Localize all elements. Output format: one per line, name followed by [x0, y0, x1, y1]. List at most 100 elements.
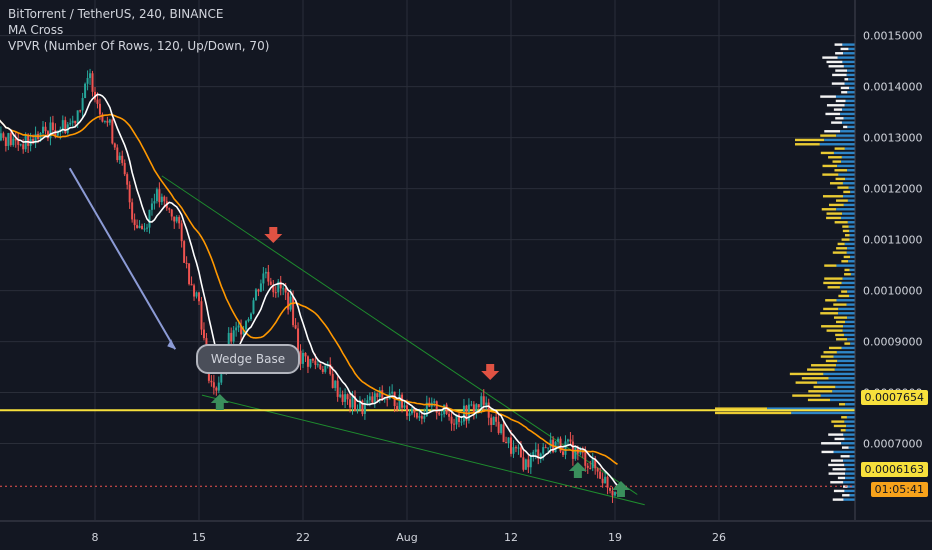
volume-bar: [838, 307, 855, 311]
volume-bar: [834, 169, 848, 172]
candle-body: [116, 147, 119, 161]
volume-bar: [849, 268, 855, 272]
ma-slow-line: [0, 113, 618, 465]
candle-body: [314, 360, 317, 365]
volume-bar: [807, 398, 831, 402]
volume-bar: [813, 385, 836, 389]
candle-body: [406, 405, 408, 416]
volume-bar: [840, 216, 855, 220]
volume-bar: [839, 286, 855, 289]
volume-bar: [829, 182, 843, 185]
y-tick-label: 0.0009000: [863, 336, 923, 349]
candle-body: [579, 451, 582, 454]
candle-body: [423, 416, 426, 419]
candle-body: [534, 449, 537, 452]
volume-bar: [824, 138, 855, 142]
volume-bar: [825, 299, 837, 302]
volume-bar: [795, 143, 820, 146]
volume-bar: [836, 264, 855, 267]
volume-bar: [842, 182, 855, 185]
candle-body: [168, 208, 171, 210]
candle-body: [106, 120, 109, 123]
time-axis[interactable]: 8 15 22 Aug 12 19 26: [92, 531, 727, 544]
volume-bar: [831, 82, 845, 85]
candle-body: [311, 358, 314, 361]
volume-bar: [837, 242, 845, 246]
volume-profile: [715, 43, 855, 501]
candle-body: [175, 217, 178, 222]
volume-bar: [848, 78, 855, 81]
indicator-ma-cross[interactable]: MA Cross: [8, 23, 64, 37]
volume-bar: [789, 372, 824, 376]
volume-bar: [823, 307, 839, 311]
volume-bar: [715, 411, 792, 415]
volume-bar: [823, 351, 837, 354]
volume-bar: [849, 294, 855, 298]
volume-bar: [826, 104, 845, 107]
candle-body: [108, 119, 111, 123]
candle-body: [302, 352, 304, 364]
candle-body: [361, 400, 364, 414]
wedge-base-note[interactable]: Wedge Base: [196, 344, 300, 374]
candle-body: [287, 292, 290, 310]
volume-bar: [807, 368, 835, 371]
volume-bar: [846, 416, 855, 419]
volume-bar: [822, 173, 839, 176]
ma-fast-line: [0, 93, 619, 487]
candle-body: [143, 228, 146, 230]
candle-body: [341, 394, 344, 402]
candle-body: [155, 189, 158, 202]
candle-body: [349, 399, 352, 408]
candle-body: [306, 356, 309, 367]
volume-bar: [836, 364, 855, 367]
volume-bar: [844, 242, 855, 246]
volume-bar: [845, 403, 855, 406]
volume-bar: [823, 372, 855, 376]
candle-body: [420, 416, 423, 419]
volume-bar: [826, 60, 843, 64]
candle-body: [277, 281, 280, 293]
candle-body: [202, 329, 205, 339]
symbol-title[interactable]: BitTorrent / TetherUS, 240, BINANCE: [8, 7, 224, 21]
volume-bar: [833, 450, 855, 454]
indicator-vpvr[interactable]: VPVR (Number Of Rows, 120, Up/Down, 70): [8, 39, 270, 53]
candle-body: [252, 300, 255, 314]
candle-body: [96, 99, 99, 104]
candle-body: [373, 393, 376, 403]
candle-body: [212, 382, 215, 388]
candle-body: [549, 439, 552, 448]
volume-bar: [820, 312, 839, 315]
y-tick-label: 0.0007000: [863, 438, 923, 451]
volume-bar: [836, 134, 855, 137]
candle-body: [254, 289, 257, 301]
volume-bar: [845, 429, 855, 432]
candle-body: [247, 319, 250, 322]
candle-body: [542, 447, 545, 454]
candle-body: [455, 414, 458, 425]
candle-body: [524, 459, 527, 470]
price-axis[interactable]: 0.0015000 0.0014000 0.0013000 0.0012000 0.00…: [0, 0, 932, 522]
candle-body: [566, 439, 569, 442]
candle-body: [502, 424, 505, 443]
volume-bar: [830, 459, 844, 462]
candle-body: [368, 396, 371, 401]
candle-body: [396, 406, 399, 410]
candle-body: [453, 423, 456, 425]
volume-bar: [844, 273, 851, 276]
volume-bar: [835, 52, 844, 55]
candle-body: [274, 292, 277, 294]
candle-body: [131, 202, 134, 220]
candle-body: [433, 401, 436, 403]
candle-body: [183, 241, 186, 263]
candle-body: [331, 373, 334, 388]
volume-bar: [847, 221, 855, 224]
x-tick-label: 12: [504, 531, 518, 544]
candle-body: [438, 412, 441, 415]
candle-body: [71, 120, 74, 123]
candle-body: [547, 447, 550, 449]
volume-bar: [844, 342, 851, 345]
candle-body: [445, 404, 448, 414]
candle-body: [267, 271, 270, 282]
volume-bar: [848, 47, 855, 51]
